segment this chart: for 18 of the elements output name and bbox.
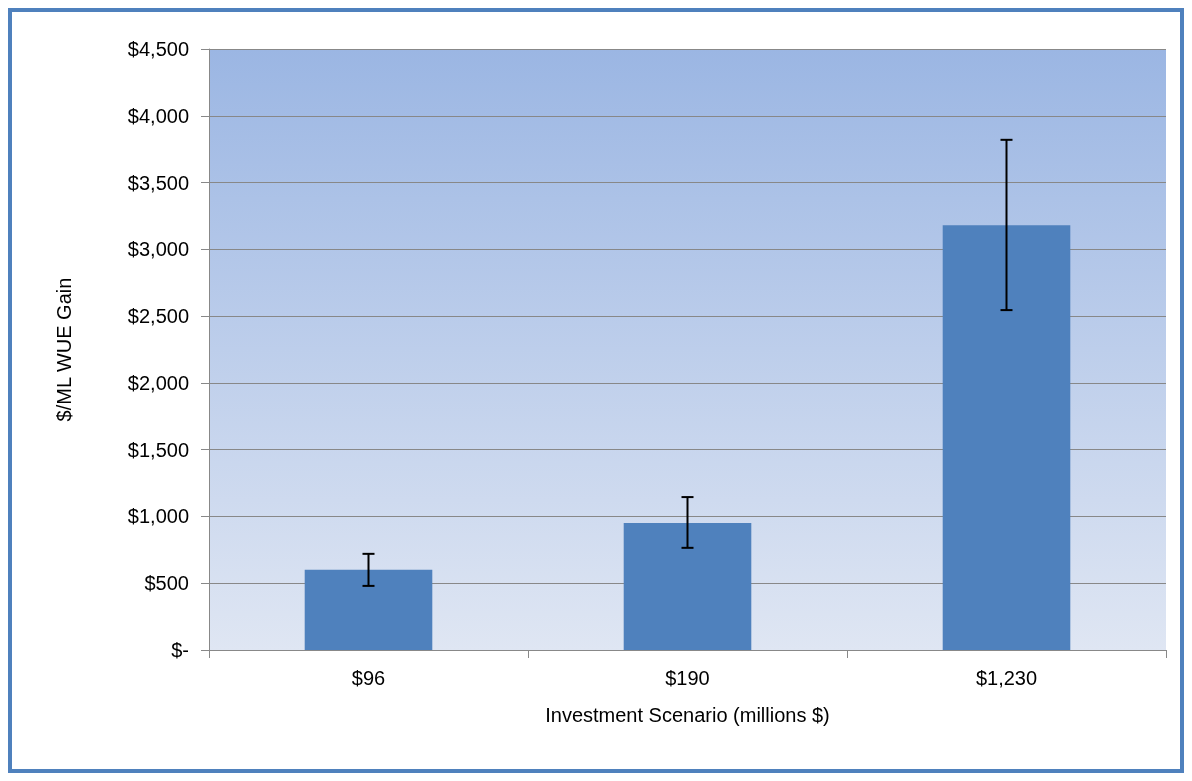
bar	[623, 523, 752, 650]
bar	[304, 569, 433, 650]
y-tick-label: $3,500	[127, 171, 189, 194]
y-tick-label: $4,000	[127, 104, 189, 127]
y-tick-label: $500	[144, 572, 189, 595]
x-tick-label: $96	[351, 667, 386, 689]
y-tick-label: $1,000	[127, 505, 189, 528]
x-tick-label: $190	[665, 667, 710, 689]
y-tick-label: $-	[171, 639, 189, 661]
y-axis-title: $/ML WUE Gain	[53, 277, 75, 422]
y-tick-label: $3,000	[127, 238, 189, 261]
y-tick-label: $4,500	[127, 38, 189, 60]
bar	[942, 225, 1071, 650]
y-tick-label: $1,500	[127, 438, 189, 461]
y-tick-label: $2,500	[127, 305, 189, 328]
x-axis-title: Investment Scenario (millions $)	[545, 704, 830, 726]
y-tick-label: $2,000	[127, 371, 189, 394]
x-tick-label: $1,230	[975, 667, 1038, 689]
